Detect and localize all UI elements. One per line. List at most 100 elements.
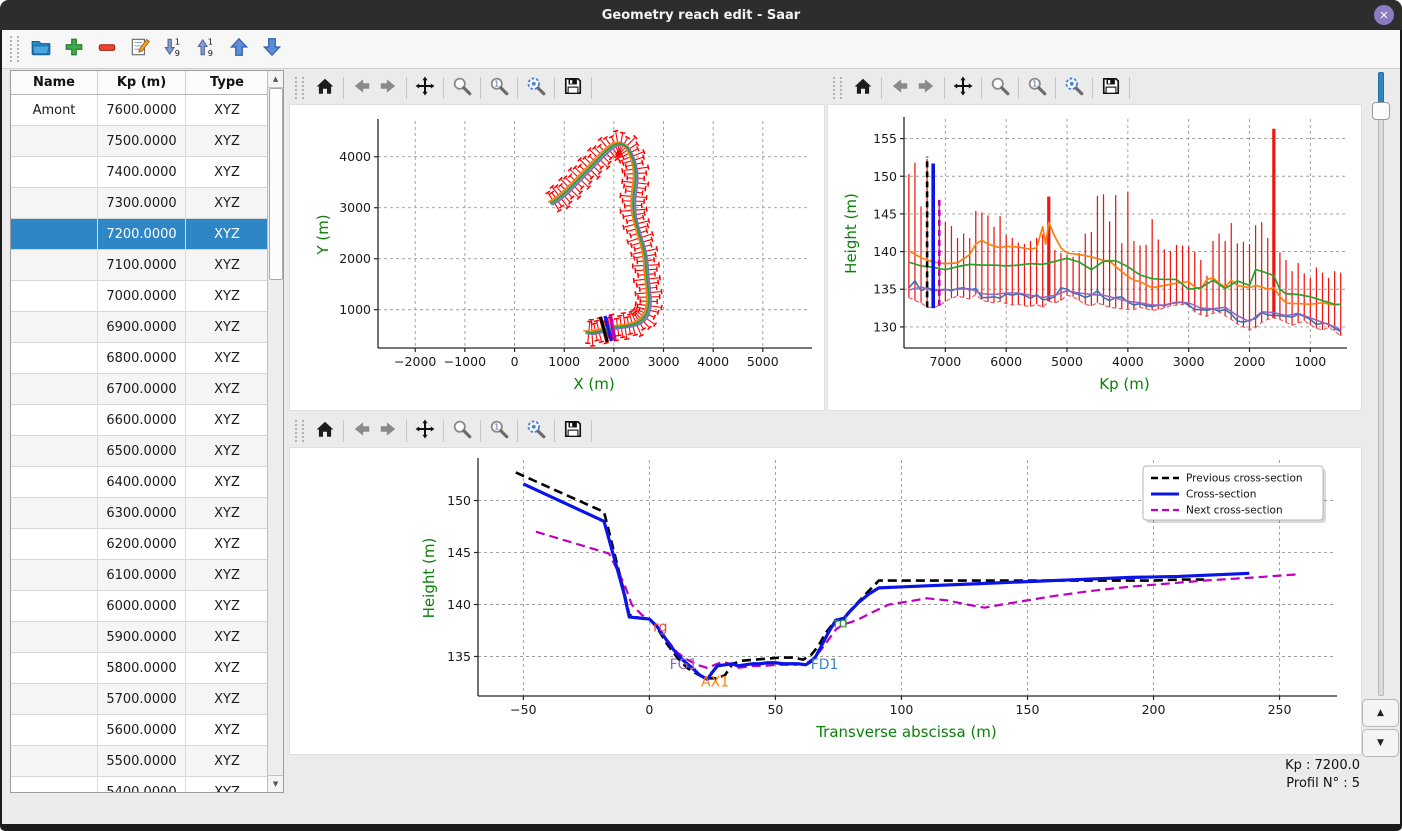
titlebar[interactable]: Geometry reach edit - Saar ✕ — [0, 0, 1402, 30]
table-row[interactable]: 5800.0000 XYZ — [11, 653, 268, 684]
close-button[interactable]: ✕ — [1374, 5, 1394, 25]
zoom-button[interactable] — [987, 75, 1013, 101]
back-button[interactable] — [887, 75, 913, 101]
figure-toolbar-drag-handle[interactable] — [295, 420, 304, 442]
table-cell — [11, 715, 98, 745]
plan-figure-canvas[interactable]: −2000 −1000 0 1000 2000 3000 4000 5000 1000 2000 3… — [289, 104, 825, 411]
table-row[interactable]: 6500.0000 XYZ — [11, 436, 268, 467]
table-row[interactable]: 7500.0000 XYZ — [11, 126, 268, 157]
cross-section-figure-canvas[interactable]: −50 0 50 100 150 200 250 135 140 145 150 Transverse… — [289, 447, 1362, 755]
zoom-extent-button[interactable] — [1061, 75, 1087, 101]
table-cell: 5400.0000 — [98, 777, 186, 792]
table-cell: 6500.0000 — [98, 436, 186, 466]
zoom-extent-button[interactable] — [523, 418, 549, 444]
toolbar-drag-handle[interactable] — [10, 36, 19, 62]
longitudinal-figure-canvas[interactable]: 7000 6000 5000 4000 3000 2000 1000 130 135 140 145… — [827, 104, 1362, 411]
zoom-one-button[interactable]: 1 — [486, 418, 512, 444]
table-cell: 7500.0000 — [98, 126, 186, 156]
zoom-extent-button[interactable] — [523, 75, 549, 101]
column-header-type[interactable]: Type — [186, 71, 267, 94]
figure-toolbar-drag-handle[interactable] — [295, 77, 304, 99]
back-button[interactable] — [349, 75, 375, 101]
table-row[interactable]: 7100.0000 XYZ — [11, 250, 268, 281]
save-button[interactable] — [560, 418, 586, 444]
table-row[interactable]: 6300.0000 XYZ — [11, 498, 268, 529]
next-profile-button[interactable]: ▼ — [1362, 729, 1399, 757]
column-header-name[interactable]: Name — [11, 71, 98, 94]
forward-button[interactable] — [375, 75, 401, 101]
table-row[interactable]: Amont 7600.0000 XYZ — [11, 95, 268, 126]
table-row[interactable]: 6900.0000 XYZ — [11, 312, 268, 343]
series-series-orange — [908, 221, 1341, 306]
move-down-button[interactable] — [258, 36, 285, 63]
zoom-button[interactable] — [449, 75, 475, 101]
column-header-kp-m-[interactable]: Kp (m) — [98, 71, 186, 94]
home-icon — [853, 76, 873, 100]
table-row[interactable]: 7200.0000 XYZ — [11, 219, 268, 250]
remove-cross-section-button[interactable] — [93, 36, 120, 63]
toolbar-separator — [443, 77, 444, 99]
table-row[interactable]: 6600.0000 XYZ — [11, 405, 268, 436]
table-row[interactable]: 5500.0000 XYZ — [11, 746, 268, 777]
forward-button[interactable] — [375, 418, 401, 444]
slider-groove[interactable] — [1378, 72, 1384, 696]
scrollbar-up-button[interactable]: ▲ — [268, 71, 284, 88]
table-row[interactable]: 5900.0000 XYZ — [11, 622, 268, 653]
save-button[interactable] — [1098, 75, 1124, 101]
zoom-one-button[interactable]: 1 — [1024, 75, 1050, 101]
svg-text:135: 135 — [447, 649, 471, 664]
pan-button[interactable] — [412, 418, 438, 444]
svg-text:1: 1 — [494, 423, 499, 432]
table-row[interactable]: 6200.0000 XYZ — [11, 529, 268, 560]
svg-text:3000: 3000 — [1173, 354, 1205, 369]
zoom-one-button[interactable]: 1 — [486, 75, 512, 101]
toolbar-separator — [517, 77, 518, 99]
table-row[interactable]: 6100.0000 XYZ — [11, 560, 268, 591]
table-cell: 5500.0000 — [98, 746, 186, 776]
table-cell: XYZ — [186, 715, 267, 745]
table-row[interactable]: 7000.0000 XYZ — [11, 281, 268, 312]
svg-text:Next cross-section: Next cross-section — [1186, 505, 1283, 517]
edit-cross-section-button[interactable] — [126, 36, 153, 63]
table-row[interactable]: 6400.0000 XYZ — [11, 467, 268, 498]
add-cross-section-button[interactable] — [60, 36, 87, 63]
open-reach-button[interactable] — [27, 36, 54, 63]
forward-button[interactable] — [913, 75, 939, 101]
table-cell: 7600.0000 — [98, 95, 186, 125]
table-row[interactable]: 5400.0000 XYZ — [11, 777, 268, 792]
longitudinal-profile-panel: 1 7000 6000 5000 4000 3000 2000 1000 130 135 140 1… — [827, 72, 1362, 411]
table-row[interactable]: 7400.0000 XYZ — [11, 157, 268, 188]
window-title: Geometry reach edit - Saar — [601, 7, 801, 23]
table-cell — [11, 126, 98, 156]
back-button[interactable] — [349, 418, 375, 444]
table-cell — [11, 746, 98, 776]
series-series-purple — [908, 286, 1342, 331]
table-row[interactable]: 6800.0000 XYZ — [11, 343, 268, 374]
scrollbar-down-button[interactable]: ▼ — [268, 775, 284, 792]
home-button[interactable] — [850, 75, 876, 101]
table-row[interactable]: 5700.0000 XYZ — [11, 684, 268, 715]
home-button[interactable] — [312, 418, 338, 444]
svg-text:0: 0 — [645, 702, 653, 717]
svg-text:Y (m): Y (m) — [314, 214, 332, 255]
zoom-button[interactable] — [449, 418, 475, 444]
table-row[interactable]: 5600.0000 XYZ — [11, 715, 268, 746]
pan-button[interactable] — [412, 75, 438, 101]
scrollbar-thumb[interactable] — [269, 88, 284, 280]
previous-profile-button[interactable]: ▲ — [1362, 699, 1399, 727]
home-button[interactable] — [312, 75, 338, 101]
svg-text:1000: 1000 — [339, 302, 371, 317]
move-up-button[interactable] — [225, 36, 252, 63]
slider-handle[interactable] — [1372, 102, 1390, 120]
table-row[interactable]: 7300.0000 XYZ — [11, 188, 268, 219]
profile-position-slider[interactable] — [1372, 72, 1390, 696]
pan-button[interactable] — [950, 75, 976, 101]
table-row[interactable]: 6700.0000 XYZ — [11, 374, 268, 405]
table-scrollbar[interactable]: ▲ ▼ — [267, 71, 284, 792]
series-series-blue — [908, 280, 1342, 333]
table-row[interactable]: 6000.0000 XYZ — [11, 591, 268, 622]
figure-toolbar-drag-handle[interactable] — [833, 77, 842, 99]
save-button[interactable] — [560, 75, 586, 101]
